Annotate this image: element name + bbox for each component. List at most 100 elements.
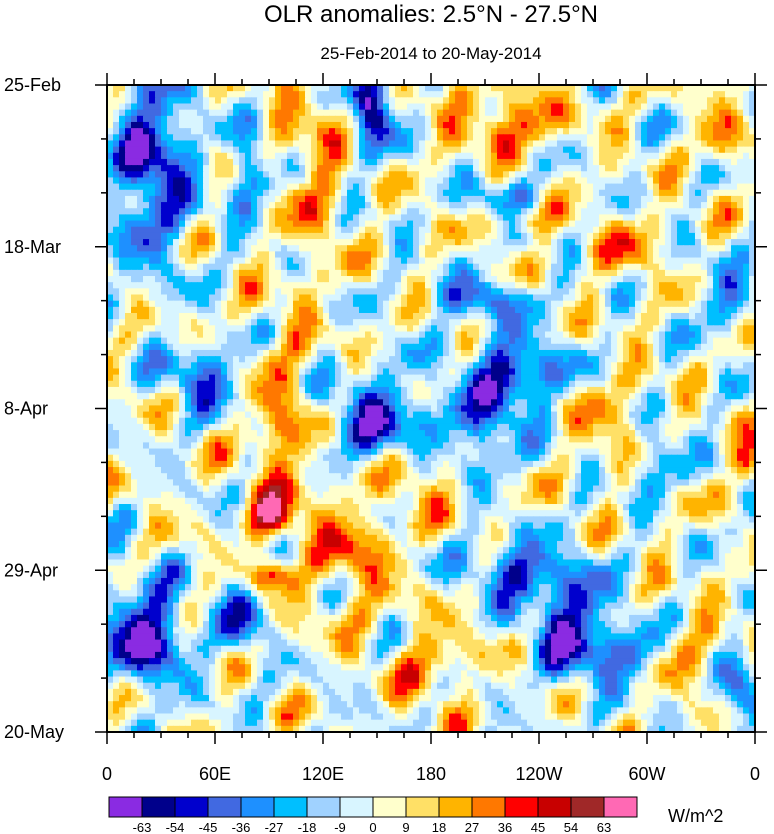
heatmap-cell — [731, 121, 738, 129]
heatmap-cell — [683, 245, 690, 252]
heatmap-cell — [659, 140, 666, 148]
heatmap-cell — [299, 257, 306, 265]
heatmap-cell — [131, 158, 138, 166]
heatmap-cell — [455, 239, 462, 246]
heatmap-cell — [347, 269, 354, 277]
heatmap-cell — [269, 183, 276, 191]
heatmap-cell — [155, 152, 162, 160]
heatmap-cell — [167, 146, 174, 154]
heatmap-cell — [317, 337, 324, 345]
heatmap-cell — [695, 294, 702, 302]
heatmap-cell — [401, 146, 408, 154]
heatmap-cell — [593, 294, 600, 302]
heatmap-cell — [287, 300, 294, 308]
heatmap-cell — [137, 232, 144, 240]
heatmap-cell — [203, 232, 210, 240]
heatmap-cell — [107, 109, 114, 117]
heatmap-cell — [275, 85, 282, 92]
heatmap-cell — [497, 257, 504, 265]
heatmap-cell — [317, 362, 324, 370]
heatmap-cell — [449, 263, 456, 271]
heatmap-cell — [377, 226, 384, 234]
heatmap-cell — [359, 158, 366, 166]
heatmap-cell — [311, 146, 318, 154]
heatmap-cell — [527, 140, 534, 148]
heatmap-cell — [317, 140, 324, 148]
heatmap-cell — [533, 331, 540, 339]
heatmap-cell — [653, 319, 660, 326]
heatmap-cell — [605, 362, 612, 370]
heatmap-cell — [665, 349, 672, 357]
heatmap-cell — [629, 269, 636, 277]
heatmap-cell — [431, 343, 438, 351]
heatmap-cell — [551, 177, 558, 185]
heatmap-cell — [155, 103, 162, 111]
heatmap-cell — [665, 152, 672, 160]
heatmap-cell — [377, 115, 384, 123]
heatmap-cell — [317, 245, 324, 252]
heatmap-cell — [353, 202, 360, 209]
heatmap-cell — [737, 226, 744, 234]
heatmap-cell — [245, 306, 252, 314]
heatmap-cell — [707, 319, 714, 326]
heatmap-cell — [281, 189, 288, 197]
heatmap-cell — [653, 356, 660, 363]
heatmap-cell — [437, 140, 444, 148]
heatmap-cell — [179, 245, 186, 252]
heatmap-cell — [395, 294, 402, 302]
heatmap-cell — [251, 183, 258, 191]
heatmap-cell — [497, 356, 504, 363]
heatmap-cell — [653, 288, 660, 296]
heatmap-cell — [725, 183, 732, 191]
heatmap-cell — [293, 294, 300, 302]
heatmap-cell — [725, 226, 732, 234]
heatmap-cell — [731, 312, 738, 320]
heatmap-cell — [353, 325, 360, 333]
heatmap-cell — [533, 121, 540, 129]
heatmap-cell — [557, 146, 564, 154]
heatmap-cell — [353, 183, 360, 191]
heatmap-cell — [131, 312, 138, 320]
heatmap-cell — [563, 189, 570, 197]
heatmap-cell — [437, 128, 444, 135]
heatmap-cell — [215, 85, 222, 92]
heatmap-cell — [749, 103, 756, 111]
heatmap-cell — [353, 103, 360, 111]
heatmap-cell — [155, 294, 162, 302]
heatmap-cell — [197, 349, 204, 357]
heatmap-cell — [491, 251, 498, 259]
heatmap-cell — [371, 91, 378, 98]
heatmap-cell — [149, 140, 156, 148]
heatmap-cell — [665, 128, 672, 135]
heatmap-cell — [161, 257, 168, 265]
heatmap-cell — [515, 195, 522, 203]
heatmap-cell — [371, 232, 378, 240]
heatmap-cell — [563, 152, 570, 160]
heatmap-cell — [515, 140, 522, 148]
heatmap-cell — [347, 91, 354, 98]
heatmap-cell — [599, 158, 606, 166]
heatmap-cell — [599, 263, 606, 271]
heatmap-cell — [281, 362, 288, 370]
heatmap-cell — [497, 232, 504, 240]
heatmap-cell — [515, 202, 522, 209]
heatmap-cell — [443, 257, 450, 265]
heatmap-cell — [215, 214, 222, 222]
heatmap-cell — [425, 109, 432, 117]
heatmap-cell — [485, 189, 492, 197]
heatmap-cell — [491, 146, 498, 154]
heatmap-cell — [515, 103, 522, 111]
heatmap-cell — [521, 362, 528, 370]
heatmap-cell — [161, 202, 168, 209]
heatmap-cell — [305, 319, 312, 326]
heatmap-cell — [719, 269, 726, 277]
heatmap-cell — [551, 171, 558, 179]
heatmap-cell — [473, 325, 480, 333]
heatmap-cell — [173, 109, 180, 117]
heatmap-cell — [251, 300, 258, 308]
heatmap-cell — [107, 331, 114, 339]
heatmap-cell — [335, 325, 342, 333]
heatmap-cell — [299, 202, 306, 209]
heatmap-cell — [191, 257, 198, 265]
heatmap-cell — [551, 337, 558, 345]
